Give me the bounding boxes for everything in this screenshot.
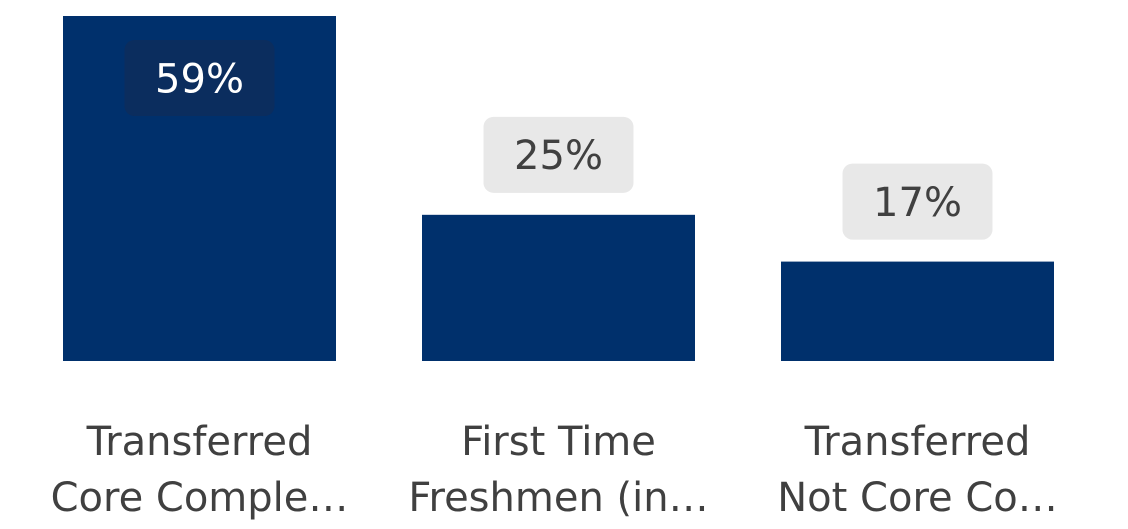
category-label-2: First Time Freshmen (in… bbox=[408, 419, 708, 521]
data-label-1: 59% bbox=[155, 56, 244, 102]
category-label-3-line-1: Transferred bbox=[804, 419, 1031, 465]
category-label-1-line-1: Transferred bbox=[86, 419, 313, 465]
category-label-2-line-2: Freshmen (in… bbox=[408, 475, 708, 521]
data-label-box-1 bbox=[124, 40, 275, 116]
data-label-2: 25% bbox=[514, 133, 603, 179]
data-labels-layer: 59% 25% 17% bbox=[124, 40, 993, 240]
bar-2 bbox=[422, 214, 695, 361]
category-label-3: Transferred Not Core Co… bbox=[777, 419, 1058, 521]
category-label-3-line-2: Not Core Co… bbox=[777, 475, 1058, 521]
category-axis: Transferred Core Comple… First Time Freshme… bbox=[51, 419, 1058, 521]
data-label-3: 17% bbox=[873, 180, 962, 226]
bar-3 bbox=[781, 261, 1054, 361]
data-label-box-3 bbox=[842, 163, 993, 240]
data-label-box-2 bbox=[483, 116, 634, 193]
category-label-2-line-1: First Time bbox=[461, 419, 656, 465]
category-label-1-line-2: Core Comple… bbox=[51, 475, 349, 521]
category-label-1: Transferred Core Comple… bbox=[51, 419, 349, 521]
